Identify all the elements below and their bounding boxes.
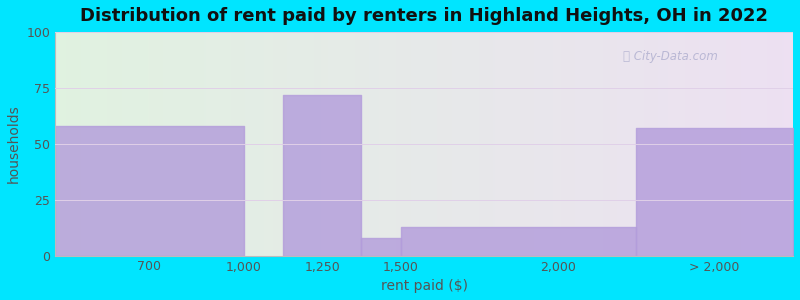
Title: Distribution of rent paid by renters in Highland Heights, OH in 2022: Distribution of rent paid by renters in … bbox=[80, 7, 768, 25]
X-axis label: rent paid ($): rent paid ($) bbox=[381, 279, 468, 293]
Y-axis label: households: households bbox=[7, 104, 21, 183]
Text: ⓘ City-Data.com: ⓘ City-Data.com bbox=[623, 50, 718, 63]
